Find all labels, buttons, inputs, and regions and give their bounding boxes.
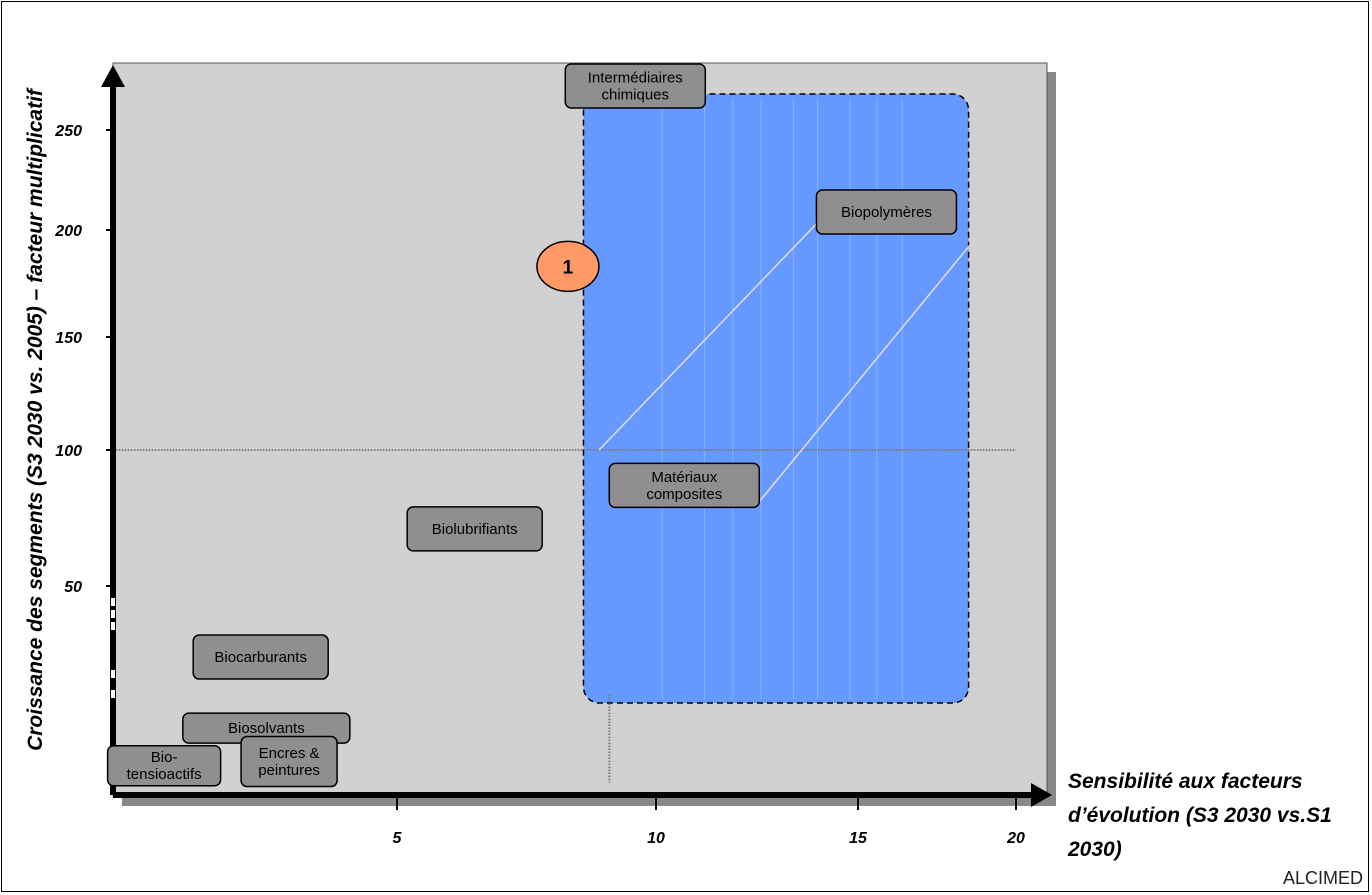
point-encres-peintures-box [240, 735, 338, 788]
x-tick-label: 10 [647, 830, 665, 847]
y-tick-label: 50 [64, 579, 82, 596]
connector-line [598, 209, 831, 451]
y-tick-label: 250 [54, 123, 82, 140]
x-tick-label: 15 [849, 830, 868, 847]
x-axis-title: Sensibilité aux facteurs d’évolution (S3… [1068, 770, 1332, 861]
point-interm-diaires-chimiques-box [564, 63, 707, 109]
y-axis-title: Croissance des segments (S3 2030 vs. 200… [24, 87, 47, 751]
y-tick-label: 100 [55, 443, 82, 460]
y-axis-title-text: Croissance des segments (S3 2030 vs. 200… [24, 87, 47, 751]
x-tick-label: 5 [393, 830, 403, 847]
point-encres-peintures-label: Encres & [259, 745, 320, 762]
point-bio-tensioactifs-label: Bio- [151, 749, 178, 766]
point-interm-diaires-chimiques-label: Intermédiaires [588, 70, 683, 87]
y-tick-label: 200 [54, 223, 82, 240]
point-mat-riaux-composites-label: Matériaux [651, 469, 717, 486]
point-biocarburants-box [192, 634, 329, 680]
point-biolubrifiants-box [406, 506, 543, 552]
highlight-zone [582, 93, 970, 704]
x-tick-label: 20 [1006, 830, 1025, 847]
y-axis-arrow [101, 65, 125, 87]
point-mat-riaux-composites-box [608, 462, 761, 509]
point-biocarburants-label: Biocarburants [214, 649, 307, 666]
marker-1 [536, 240, 600, 293]
marker-1-label: 1 [563, 257, 574, 278]
connector-line [756, 242, 973, 505]
point-bio-tensioactifs-box [106, 744, 222, 787]
point-mat-riaux-composites-label: composites [646, 486, 722, 503]
point-bio-tensioactifs-label: tensioactifs [127, 766, 202, 783]
x-axis-arrow [1031, 783, 1052, 807]
point-encres-peintures-label: peintures [258, 762, 320, 779]
point-biosolvants-label: Biosolvants [228, 720, 305, 737]
point-interm-diaires-chimiques-label: chimiques [602, 87, 670, 104]
point-biolubrifiants-label: Biolubrifiants [432, 521, 518, 538]
point-biopolym-res-box [815, 189, 958, 235]
y-tick-label: 150 [55, 330, 82, 347]
alcimed-logo: ALCIMED [1283, 868, 1364, 888]
point-biopolym-res-label: Biopolymères [841, 204, 932, 221]
